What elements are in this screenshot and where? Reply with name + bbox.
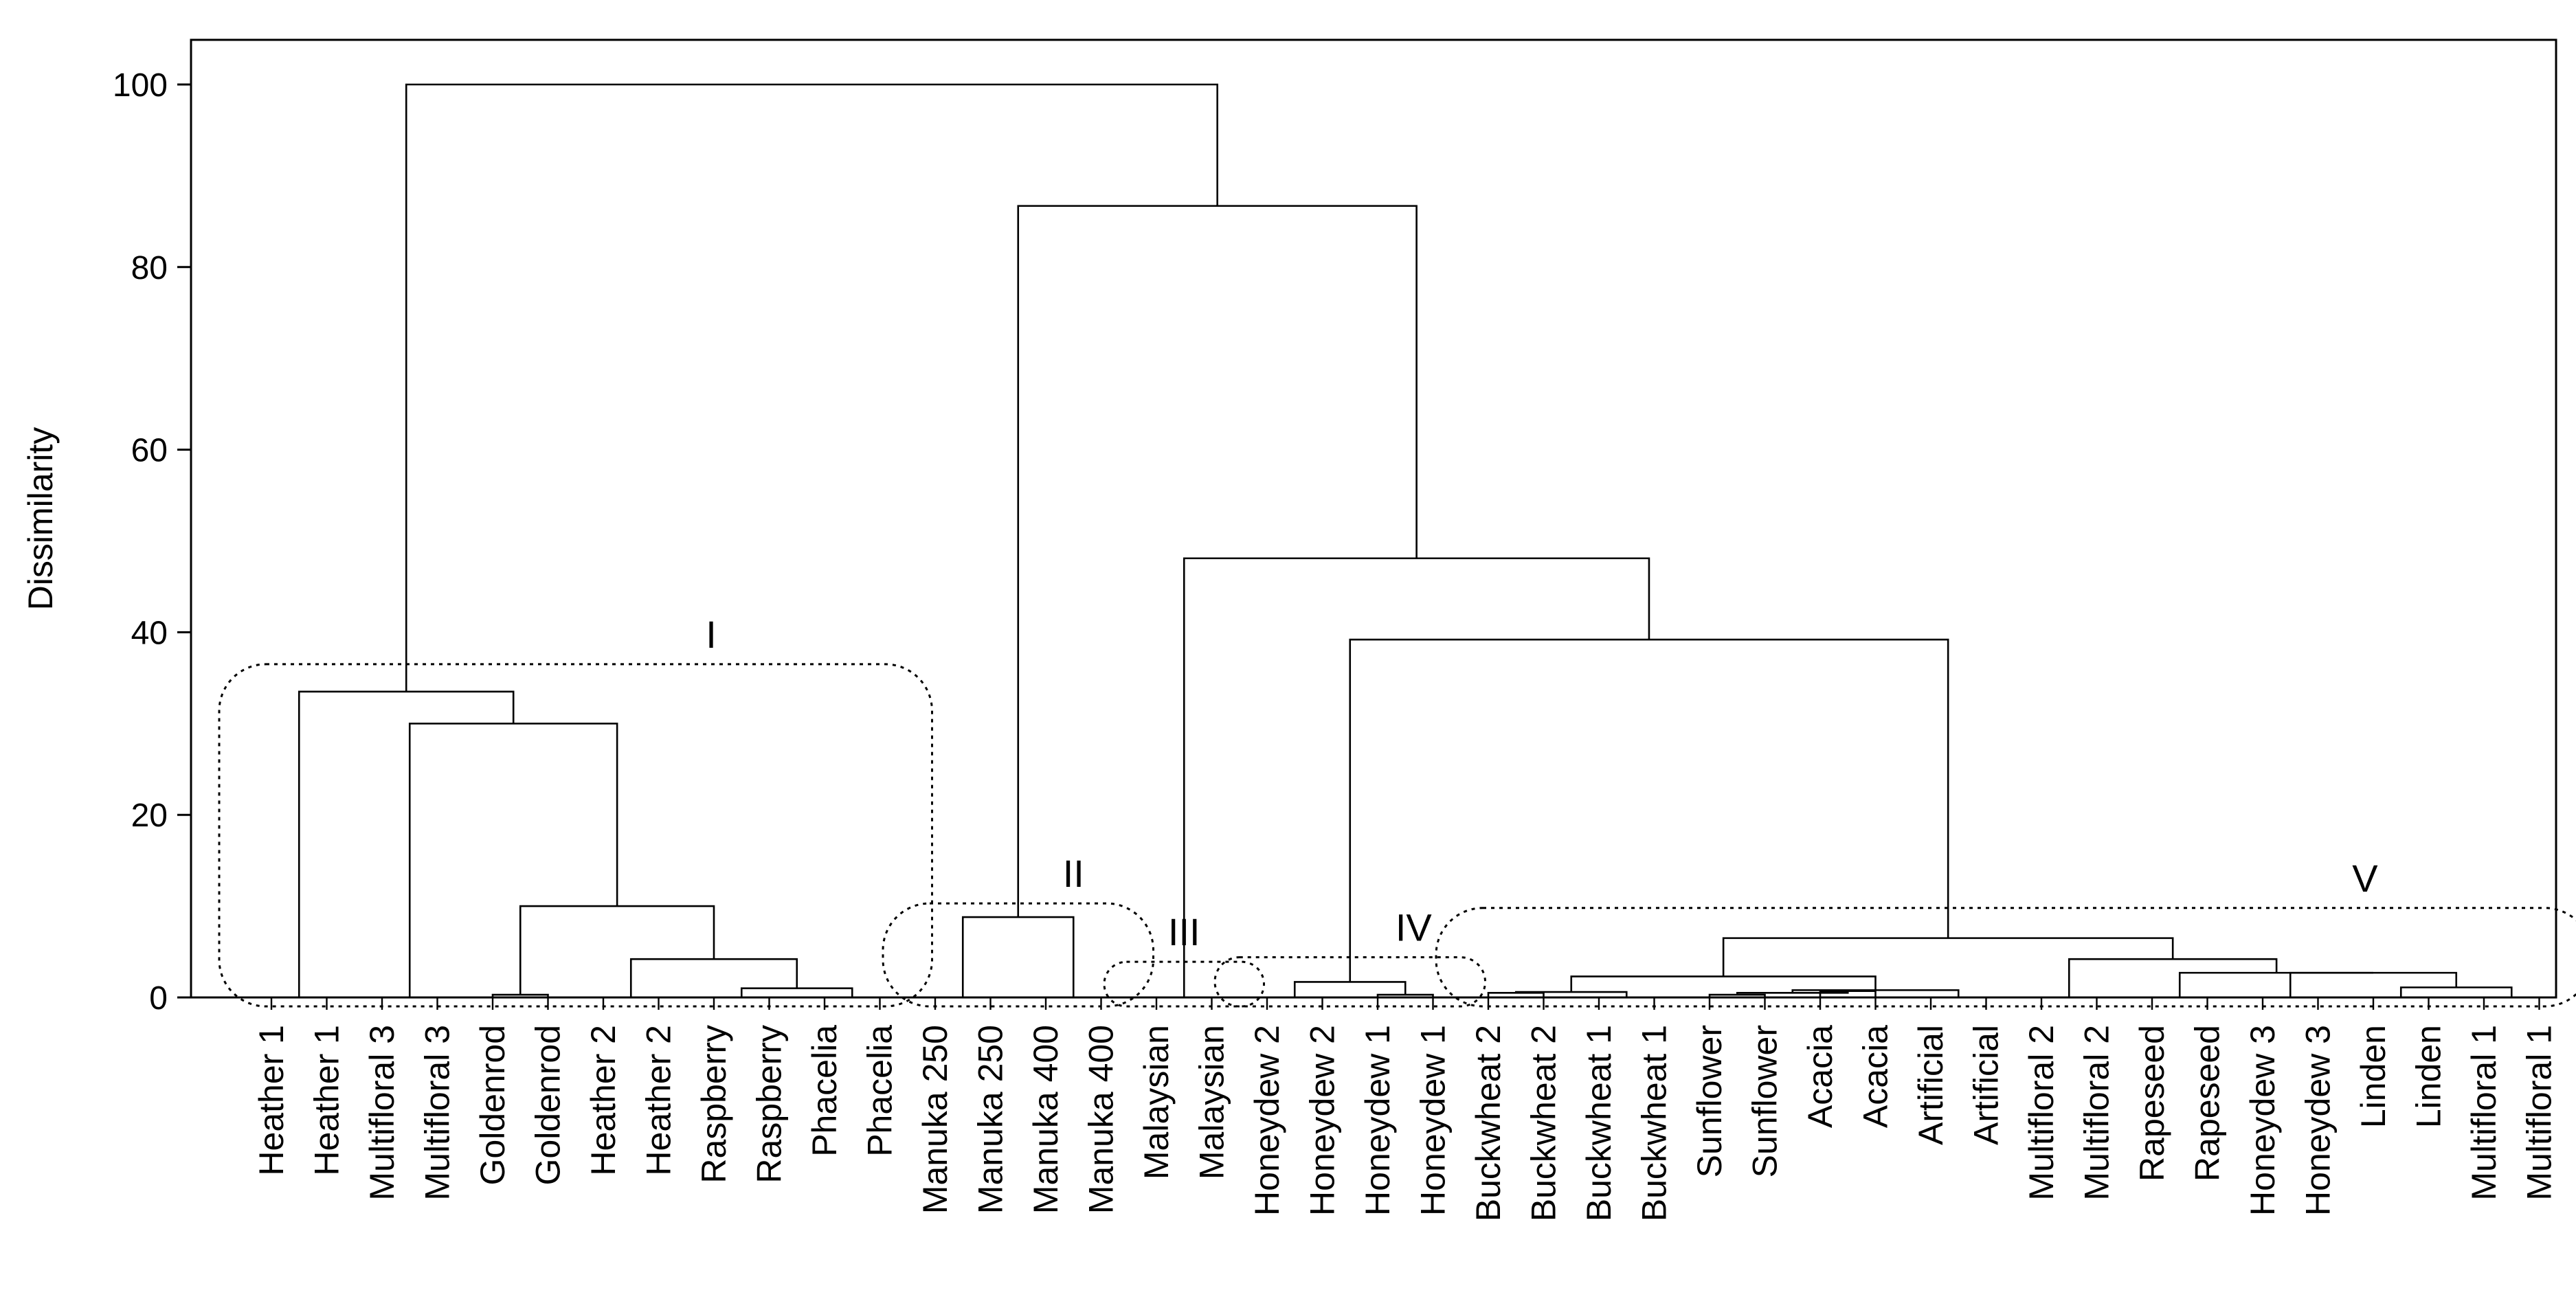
leaf-label: Sunflower	[1746, 1025, 1784, 1177]
leaf-label: Buckwheat 2	[1469, 1025, 1508, 1221]
dendrogram-link-f9	[2068, 958, 2278, 997]
leaf-label: Goldenrod	[529, 1025, 568, 1186]
leaf-label: Multifloral 1	[2465, 1025, 2503, 1201]
dendrogram-link-e3	[1514, 991, 1628, 997]
leaf-label: Goldenrod	[473, 1025, 512, 1186]
y-axis-title: Dissimilarity	[21, 427, 60, 611]
leaf-label: Raspberry	[750, 1025, 789, 1184]
cluster-label-I: I	[706, 613, 717, 656]
dendrogram-link-f8	[2178, 971, 2373, 997]
leaf-label: Rapeseed	[2188, 1025, 2227, 1182]
dendrogram-link-f7	[2289, 971, 2458, 997]
dendrogram-link-root	[405, 83, 1218, 692]
leaf-label: Multifloral 2	[2022, 1025, 2061, 1201]
dendrogram-link-d3	[1293, 981, 1407, 997]
dendrogram-link-a11	[298, 690, 515, 997]
y-tick-label: 0	[149, 980, 168, 1017]
leaf-labels: Heather 1 Heather 1 Multifloral 3 Multiflor…	[252, 997, 2559, 1221]
leaf-label: Multifloral 1	[2520, 1025, 2559, 1201]
leaf-label: Artificial	[1912, 1025, 1950, 1145]
dendrogram-links	[271, 83, 2540, 999]
cluster-label-II: II	[1063, 852, 1084, 895]
cluster-box-II	[882, 902, 1154, 1008]
dendrogram-link-a7	[740, 987, 853, 997]
leaf-label: Raspberry	[695, 1025, 733, 1184]
leaf-label: Honeydew 1	[1358, 1025, 1397, 1216]
leaf-label: Heather 1	[308, 1025, 346, 1176]
leaf-label: Honeydew 2	[1248, 1025, 1286, 1216]
leaf-label: Honeydew 2	[1303, 1025, 1342, 1216]
leaf-label: Heather 2	[584, 1025, 623, 1176]
cluster-label-V: V	[2352, 857, 2378, 900]
dendrogram-link-g1	[1349, 638, 1949, 982]
dendrogram-link-f10	[1722, 937, 2174, 977]
leaf-label: Honeydew 1	[1414, 1025, 1453, 1216]
dendrogram-link-a8	[629, 958, 798, 997]
y-tick-label: 60	[131, 433, 168, 469]
leaf-label: Honeydew 3	[2243, 1025, 2282, 1216]
y-tick-label: 80	[131, 250, 168, 286]
dendrogram-link-a10	[408, 723, 618, 997]
cluster-label-IV: IV	[1396, 906, 1433, 949]
leaf-label: Heather 2	[640, 1025, 678, 1176]
dendrogram-link-g3	[1017, 205, 1418, 918]
leaf-label: Buckwheat 2	[1525, 1025, 1563, 1221]
dendrogram-link-a9	[519, 905, 715, 995]
leaf-label: Multifloral 2	[2078, 1025, 2116, 1201]
leaf-label: Manuka 250	[972, 1025, 1010, 1214]
leaf-label: Heather 1	[252, 1025, 291, 1176]
leaf-label: Buckwheat 1	[1580, 1025, 1618, 1221]
leaf-label: Honeydew 3	[2299, 1025, 2338, 1216]
leaf-label: Artificial	[1967, 1025, 2006, 1145]
cluster-box-I	[218, 663, 933, 1008]
leaf-label: Buckwheat 1	[1635, 1025, 1674, 1221]
leaf-label: Phacelia	[805, 1025, 844, 1157]
leaf-label: Linden	[2410, 1025, 2448, 1128]
y-tick-label: 40	[131, 615, 168, 651]
plot-frame	[190, 38, 2557, 999]
leaf-label: Malaysian	[1193, 1025, 1231, 1179]
cluster-box-V	[1435, 907, 2576, 1008]
leaf-label: Acacia	[1857, 1025, 1895, 1128]
y-axis: 0 20 40 60 80 100	[113, 67, 191, 1017]
leaf-label: Phacelia	[861, 1025, 899, 1157]
leaf-label: Malaysian	[1137, 1025, 1176, 1179]
leaf-label: Rapeseed	[2133, 1025, 2171, 1182]
y-tick-label: 20	[131, 798, 168, 834]
dendrogram-link-e8	[1791, 989, 1960, 997]
leaf-label: Manuka 400	[1027, 1025, 1065, 1214]
y-tick-label: 100	[113, 67, 168, 104]
leaf-label: Multifloral 3	[363, 1025, 401, 1201]
dendrogram-link-b3	[961, 916, 1075, 997]
leaf-label: Acacia	[1801, 1025, 1839, 1128]
leaf-label: Manuka 400	[1082, 1025, 1121, 1214]
leaf-label: Manuka 250	[916, 1025, 954, 1214]
cluster-box-III	[1103, 960, 1265, 1008]
dendrogram-link-f6	[2399, 986, 2513, 997]
leaf-label: Sunflower	[1690, 1025, 1729, 1177]
leaf-label: Multifloral 3	[418, 1025, 457, 1201]
leaf-label: Linden	[2354, 1025, 2393, 1128]
